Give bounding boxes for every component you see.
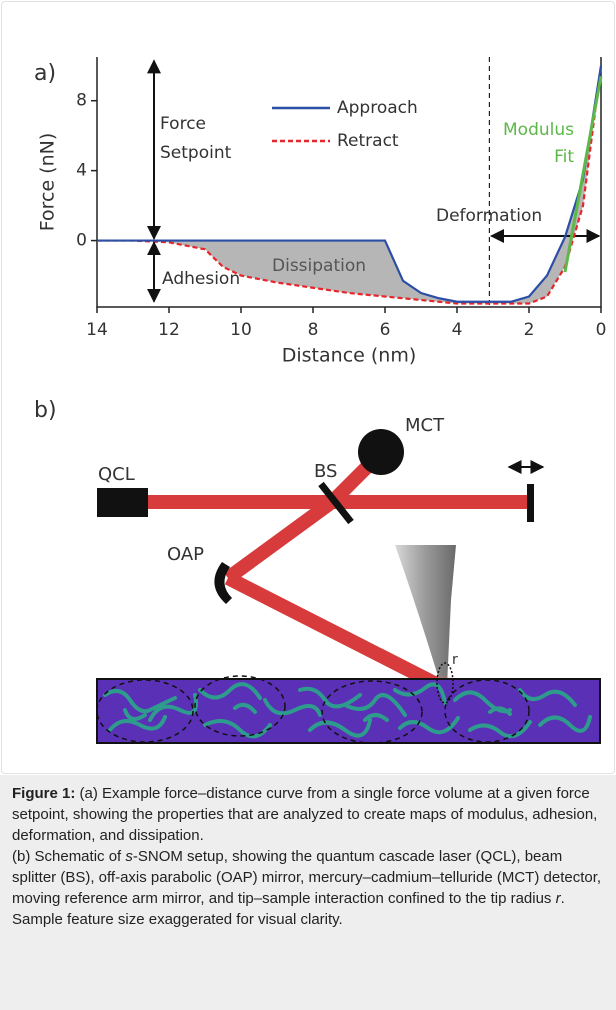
fit-label: Modulus [503, 120, 574, 140]
fit-line [565, 76, 601, 272]
y-tick-label: 0 [76, 231, 87, 251]
mct-label: MCT [405, 415, 445, 436]
x-tick-label: 10 [230, 320, 252, 340]
caption-text: (a) Example force–distance curve from a … [12, 785, 597, 844]
radius-label: r [452, 652, 458, 668]
oap-label: OAP [167, 544, 204, 565]
deformation-label: Deformation [436, 206, 542, 226]
beams [148, 460, 530, 688]
caption-text: s [125, 848, 133, 865]
panel-label: a) [34, 61, 56, 86]
y-axis-label: Force (nN) [37, 133, 59, 232]
page: a) Force (nN) Distance (nm) 14 12 10 8 6 4 2 0 0… [0, 0, 616, 994]
bs-label: BS [314, 461, 337, 482]
figure: a) Force (nN) Distance (nm) 14 12 10 8 6 4 2 0 0… [0, 0, 616, 775]
qcl-box [97, 488, 148, 517]
caption-label: Figure 1: [12, 785, 75, 802]
caption: Figure 1: (a) Example force–distance cur… [0, 775, 616, 1010]
y-tick-label: 4 [76, 161, 87, 181]
force-setpoint-label: Force [160, 114, 206, 134]
force-setpoint-label: Setpoint [160, 143, 232, 163]
panel-label: b) [34, 398, 57, 423]
legend-label: Retract [337, 131, 399, 151]
plot: 14 12 10 8 6 4 2 0 0 4 8 Dissipation Deformation Retr… [76, 57, 606, 340]
x-axis-label: Distance (nm) [282, 345, 417, 367]
caption-text: (b) Schematic of [12, 848, 125, 865]
sample [97, 663, 600, 743]
x-tick-label: 8 [308, 320, 319, 340]
adhesion-label: Adhesion [162, 269, 240, 289]
x-tick-label: 2 [524, 320, 535, 340]
x-tick-label: 6 [380, 320, 391, 340]
x-tick-label: 4 [452, 320, 463, 340]
x-tick-label: 14 [86, 320, 108, 340]
mct-detector [358, 429, 404, 475]
reference-mirror [527, 484, 534, 522]
legend-label: Approach [337, 98, 418, 118]
x-tick-label: 0 [596, 320, 607, 340]
x-tick-label: 12 [158, 320, 180, 340]
dissipation-label: Dissipation [272, 256, 366, 276]
qcl-label: QCL [98, 464, 135, 485]
y-tick-label: 8 [76, 91, 87, 111]
fit-label: Fit [554, 147, 574, 167]
